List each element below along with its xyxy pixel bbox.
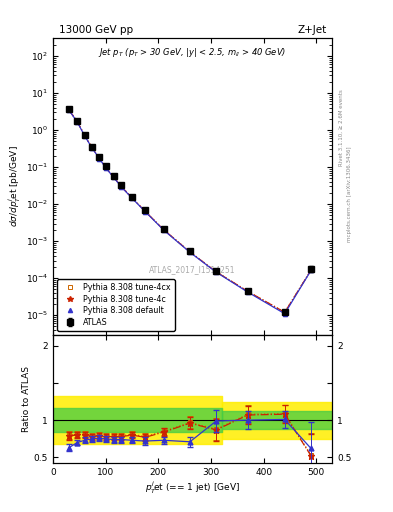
- Pythia 8.308 default: [103, 165, 108, 171]
- Pythia 8.308 default: [90, 145, 94, 151]
- Pythia 8.308 default: [187, 249, 192, 255]
- Pythia 8.308 tune-4cx: [66, 106, 71, 113]
- Pythia 8.308 default: [282, 311, 287, 317]
- Pythia 8.308 tune-4c: [187, 249, 192, 255]
- Pythia 8.308 default: [130, 195, 134, 201]
- Y-axis label: $d\sigma/dp_T^j\!$et [pb/GeV]: $d\sigma/dp_T^j\!$et [pb/GeV]: [7, 145, 23, 227]
- Pythia 8.308 default: [309, 267, 313, 273]
- Text: mcplots.cern.ch [arXiv:1306.3436]: mcplots.cern.ch [arXiv:1306.3436]: [347, 147, 352, 242]
- Pythia 8.308 tune-4c: [246, 288, 250, 294]
- Pythia 8.308 default: [161, 227, 166, 233]
- Pythia 8.308 tune-4c: [161, 227, 166, 233]
- Text: ATLAS_2017_I1514251: ATLAS_2017_I1514251: [149, 265, 236, 274]
- Pythia 8.308 default: [119, 184, 124, 190]
- Pythia 8.308 tune-4cx: [111, 174, 116, 180]
- Pythia 8.308 tune-4cx: [143, 208, 147, 215]
- Y-axis label: Ratio to ATLAS: Ratio to ATLAS: [22, 366, 31, 432]
- Pythia 8.308 default: [214, 269, 219, 275]
- Text: Z+Jet: Z+Jet: [297, 26, 327, 35]
- Pythia 8.308 tune-4c: [282, 309, 287, 315]
- Pythia 8.308 default: [75, 119, 80, 125]
- Pythia 8.308 tune-4cx: [214, 269, 219, 275]
- Pythia 8.308 tune-4cx: [103, 164, 108, 170]
- Pythia 8.308 tune-4cx: [130, 195, 134, 201]
- Pythia 8.308 tune-4cx: [187, 249, 192, 255]
- Text: 13000 GeV pp: 13000 GeV pp: [59, 26, 133, 35]
- Pythia 8.308 tune-4cx: [282, 309, 287, 315]
- Pythia 8.308 tune-4cx: [97, 155, 102, 161]
- Pythia 8.308 tune-4cx: [119, 183, 124, 189]
- Legend: Pythia 8.308 tune-4cx, Pythia 8.308 tune-4c, Pythia 8.308 default, ATLAS: Pythia 8.308 tune-4cx, Pythia 8.308 tune…: [57, 279, 174, 331]
- Line: Pythia 8.308 default: Pythia 8.308 default: [67, 108, 313, 316]
- Text: Jet $p_T$ ($p_T$ > 30 GeV, |y| < 2.5, $m_{ll}$ > 40 GeV): Jet $p_T$ ($p_T$ > 30 GeV, |y| < 2.5, $m…: [99, 46, 286, 59]
- Pythia 8.308 tune-4c: [119, 184, 124, 190]
- Pythia 8.308 default: [82, 133, 87, 139]
- Pythia 8.308 tune-4cx: [161, 226, 166, 232]
- Pythia 8.308 tune-4c: [143, 208, 147, 215]
- Pythia 8.308 tune-4cx: [75, 118, 80, 124]
- Pythia 8.308 tune-4c: [130, 195, 134, 201]
- Pythia 8.308 tune-4c: [66, 106, 71, 113]
- Pythia 8.308 tune-4cx: [82, 132, 87, 138]
- Pythia 8.308 tune-4c: [111, 174, 116, 180]
- Pythia 8.308 tune-4c: [97, 155, 102, 161]
- Pythia 8.308 default: [66, 107, 71, 113]
- Pythia 8.308 default: [143, 208, 147, 215]
- Pythia 8.308 tune-4c: [90, 144, 94, 151]
- Pythia 8.308 tune-4c: [82, 132, 87, 138]
- Line: Pythia 8.308 tune-4cx: Pythia 8.308 tune-4cx: [67, 108, 313, 314]
- Pythia 8.308 tune-4cx: [309, 267, 313, 273]
- Pythia 8.308 tune-4c: [103, 164, 108, 170]
- Pythia 8.308 tune-4cx: [90, 144, 94, 151]
- Pythia 8.308 tune-4cx: [246, 288, 250, 294]
- Pythia 8.308 tune-4c: [309, 267, 313, 273]
- Pythia 8.308 tune-4c: [75, 119, 80, 125]
- Pythia 8.308 default: [246, 289, 250, 295]
- Pythia 8.308 default: [111, 174, 116, 180]
- Pythia 8.308 tune-4c: [214, 269, 219, 275]
- Line: Pythia 8.308 tune-4c: Pythia 8.308 tune-4c: [66, 107, 314, 315]
- Pythia 8.308 default: [97, 156, 102, 162]
- X-axis label: $p_T^j\!$et (== 1 jet) [GeV]: $p_T^j\!$et (== 1 jet) [GeV]: [145, 480, 240, 496]
- Text: Rivet 3.1.10, ≥ 2.6M events: Rivet 3.1.10, ≥ 2.6M events: [339, 90, 344, 166]
